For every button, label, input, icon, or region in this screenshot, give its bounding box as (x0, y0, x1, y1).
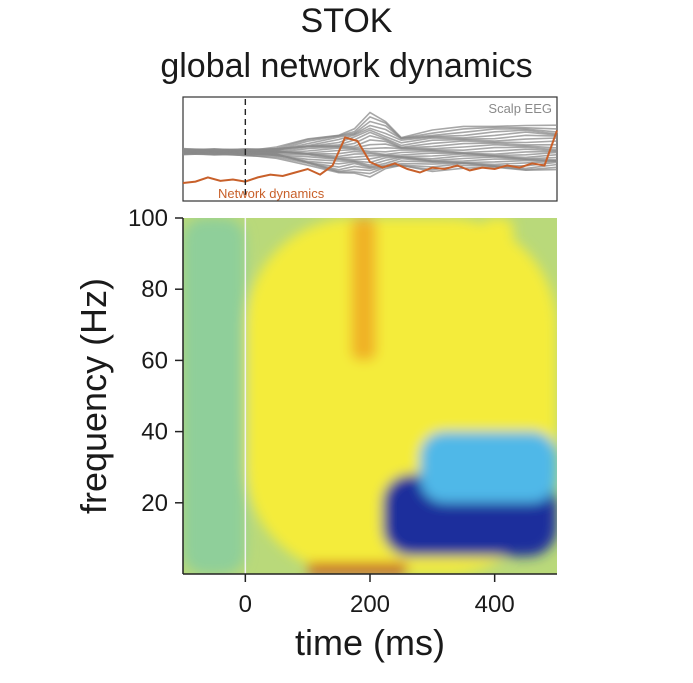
heatmap-regions (183, 218, 557, 574)
y-axis-label: frequency (Hz) (73, 278, 114, 514)
y-tick-label: 20 (141, 490, 168, 517)
heatmap-region-2 (351, 218, 377, 361)
top-panel: Scalp EEG Network dynamics (182, 96, 558, 202)
x-tick-label: 400 (475, 591, 515, 618)
scalp-eeg-trace (182, 111, 558, 152)
scalp-eeg-trace (182, 134, 558, 154)
heatmap-region-5 (419, 431, 557, 503)
y-ticks: 20 40 60 80 100 (128, 205, 183, 517)
x-ticks: 0 200 400 (239, 574, 515, 618)
chart-subtitle: global network dynamics (160, 47, 533, 85)
y-tick-label: 80 (141, 276, 168, 303)
y-tick-label: 40 (141, 419, 168, 446)
heatmap-panel: 0 200 400 20 40 60 80 100 time (ms) frequency … (73, 205, 557, 663)
heatmap-region-6 (307, 563, 408, 574)
y-tick-label: 60 (141, 347, 168, 374)
chart-title: STOK (300, 2, 393, 40)
heatmap-region-0 (183, 218, 246, 574)
y-tick-label: 100 (128, 205, 168, 232)
scalp-eeg-trace (182, 139, 558, 154)
x-axis-label: time (ms) (295, 622, 445, 663)
legend-scalp-eeg: Scalp EEG (488, 101, 552, 116)
heatmap-region-3 (482, 218, 514, 272)
x-tick-label: 200 (350, 591, 390, 618)
legend-network-dynamics: Network dynamics (218, 186, 325, 201)
x-tick-label: 0 (239, 591, 252, 618)
